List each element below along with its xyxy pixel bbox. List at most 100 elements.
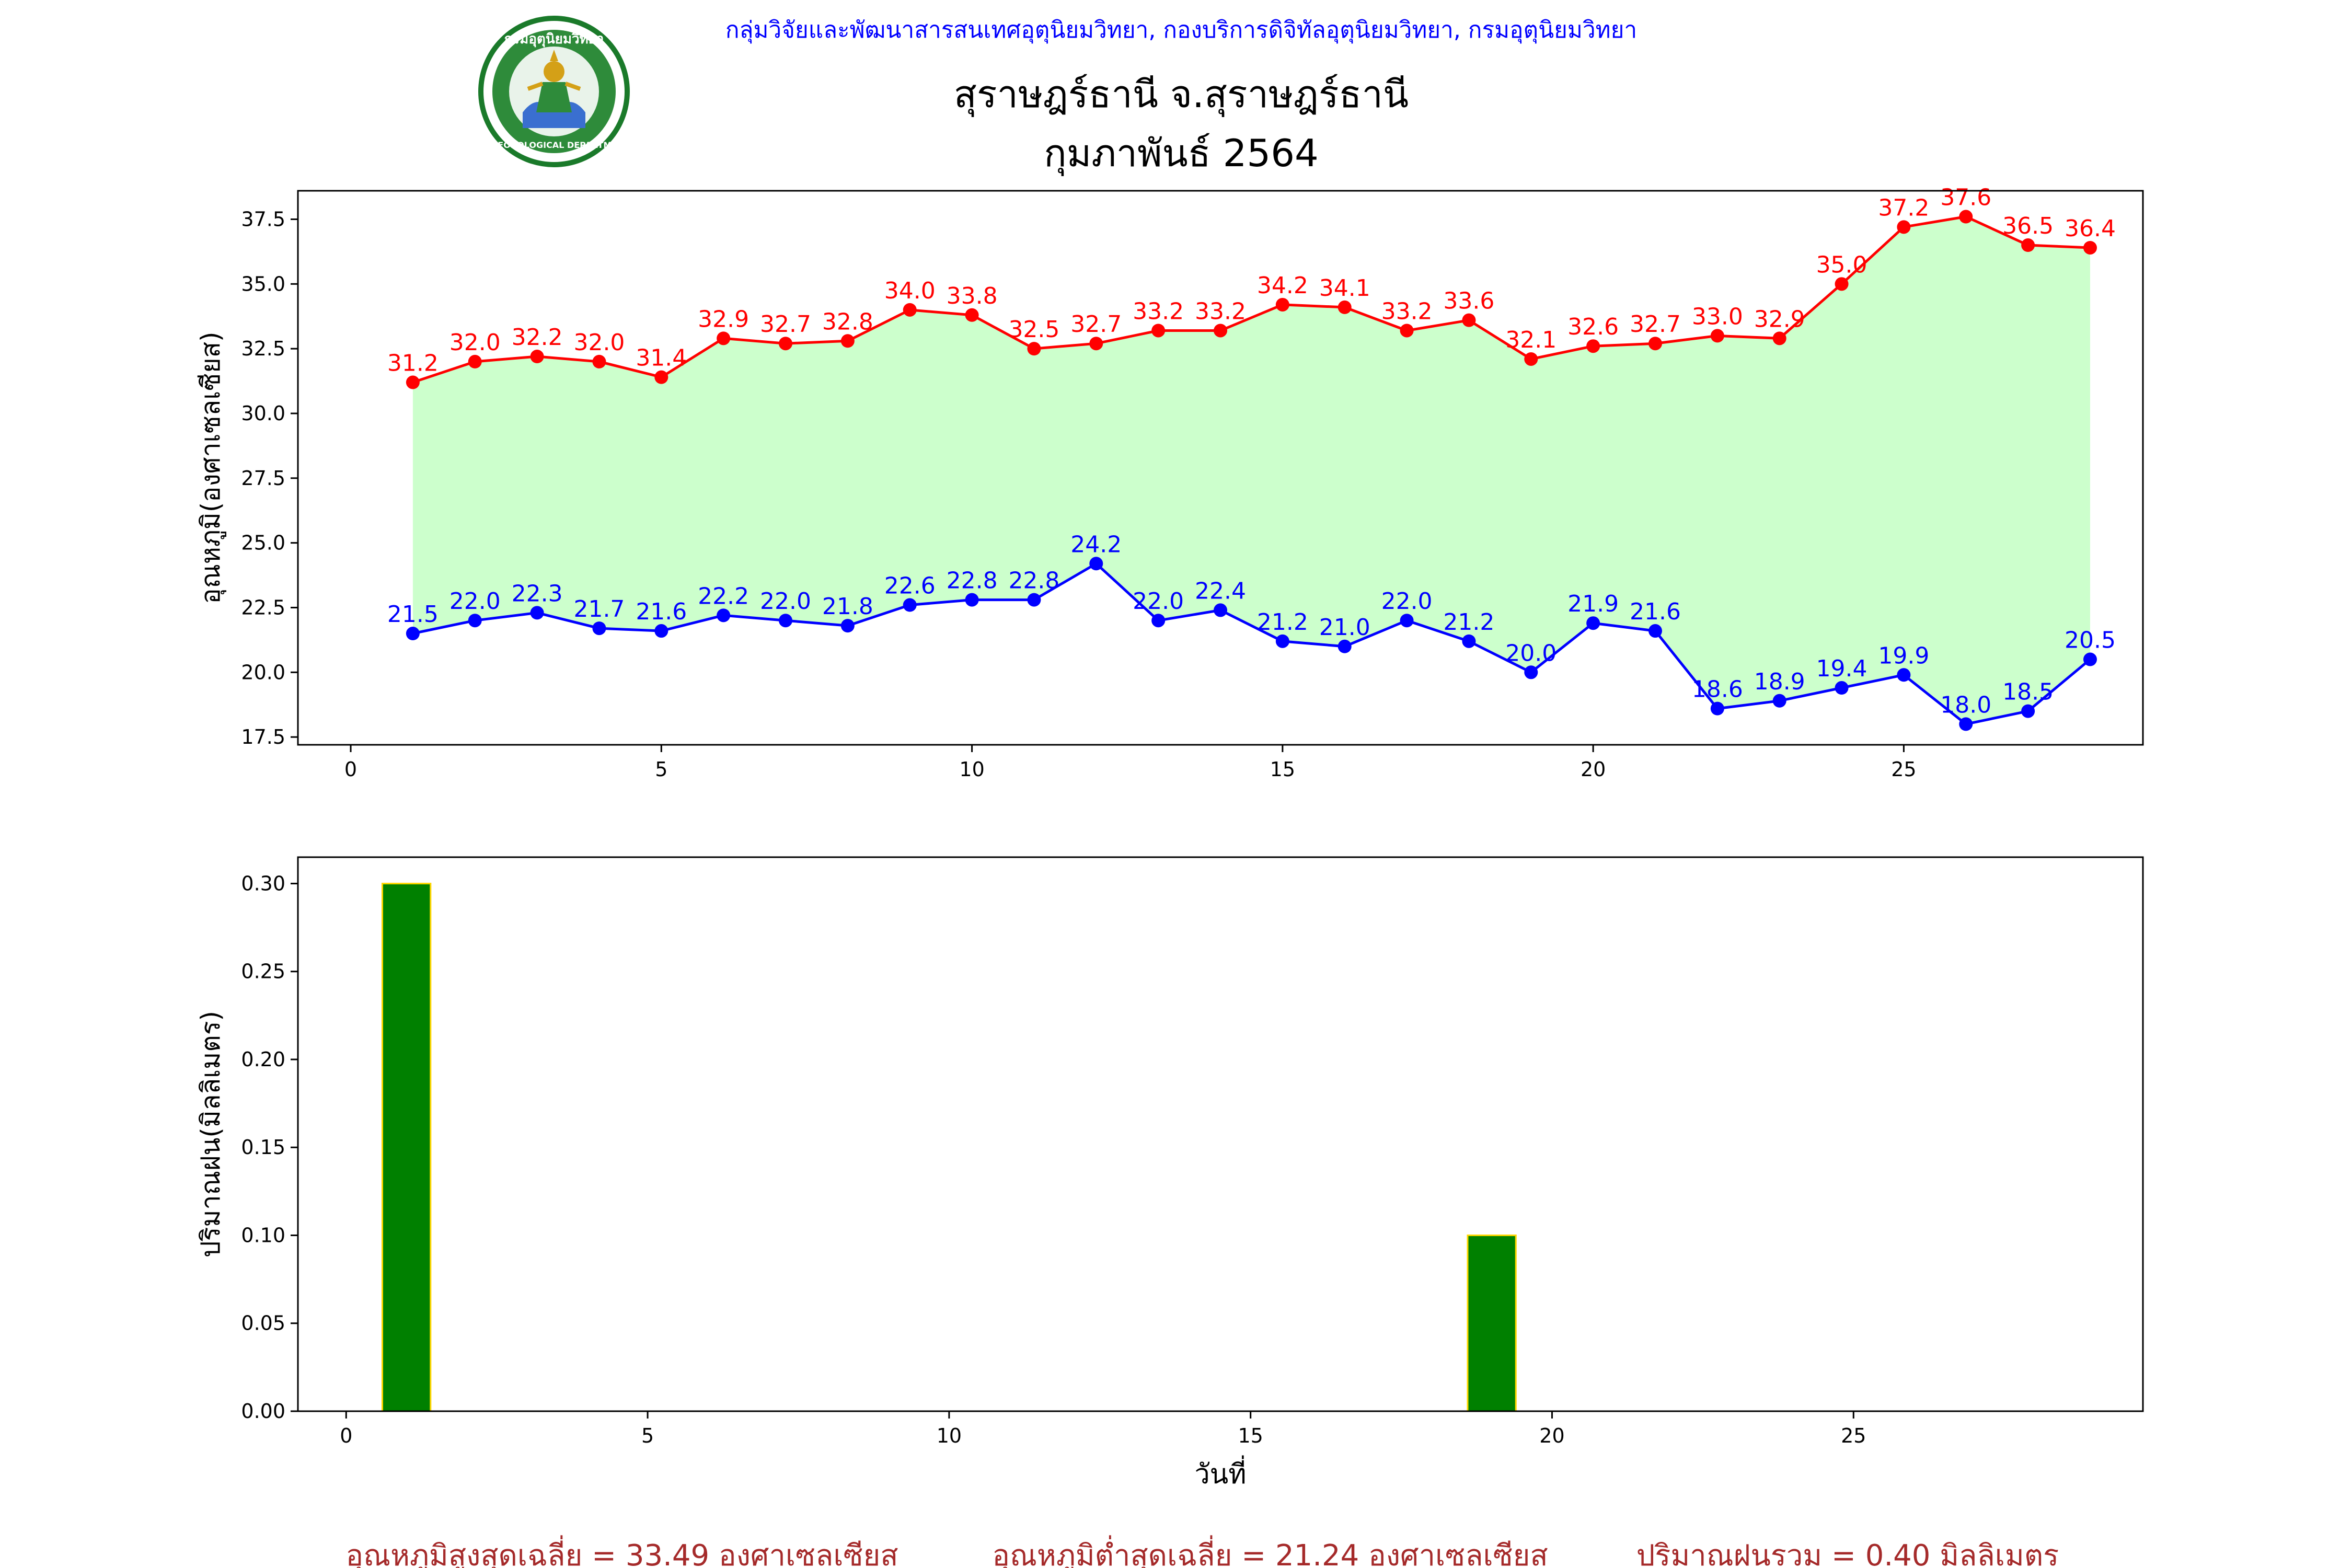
- rainfall-bar: [1467, 1234, 1517, 1412]
- rainfall-y-tick-label: 0.00: [241, 1400, 285, 1423]
- temperature-min-value-label: 21.2: [1257, 609, 1308, 636]
- temperature-max-point: [1772, 331, 1786, 345]
- temperature-max-value-label: 33.2: [1133, 298, 1184, 325]
- temperature-x-tick-label: 20: [1581, 758, 1606, 781]
- temperature-min-value-label: 22.3: [512, 580, 563, 607]
- temperature-x-tick-label: 25: [1891, 758, 1916, 781]
- rainfall-x-tick-label: 0: [340, 1424, 352, 1447]
- temperature-max-point: [717, 331, 731, 345]
- temperature-max-point: [2021, 238, 2035, 252]
- temperature-max-value-label: 33.2: [1195, 298, 1246, 325]
- temperature-max-point: [903, 303, 917, 317]
- temperature-min-value-label: 22.0: [1133, 588, 1184, 615]
- temperature-y-tick-label: 27.5: [241, 467, 285, 490]
- temperature-y-tick-label: 22.5: [241, 596, 285, 619]
- temperature-range-area: [412, 216, 2091, 724]
- temperature-max-value-label: 34.0: [884, 278, 936, 304]
- temperature-x-tick-label: 0: [344, 758, 357, 781]
- temperature-max-point: [2083, 240, 2097, 255]
- temperature-min-point: [1027, 593, 1041, 607]
- temperature-max-value-label: 34.2: [1257, 272, 1308, 299]
- rainfall-axes: 0 5 10 15 20 25 0.00 0.05 0.10 0.15 0.20 0.25 0.30: [241, 872, 1866, 1447]
- temperature-max-point: [592, 354, 606, 368]
- rainfall-y-tick-label: 0.30: [241, 872, 285, 895]
- temperature-min-point: [779, 614, 793, 628]
- temperature-max-point: [654, 370, 668, 384]
- temperature-min-point: [1400, 614, 1414, 628]
- temperature-min-value-label: 22.0: [760, 588, 811, 615]
- temperature-max-value-label: 32.7: [1070, 311, 1122, 338]
- temperature-max-point: [1400, 324, 1414, 338]
- rainfall-y-tick-label: 0.15: [241, 1136, 285, 1159]
- rainfall-x-tick-label: 10: [937, 1424, 962, 1447]
- temperature-min-point: [1275, 634, 1289, 648]
- temperature-y-tick-label: 17.5: [241, 725, 285, 748]
- rainfall-x-tick-label: 5: [641, 1424, 654, 1447]
- temperature-x-tick-label: 10: [959, 758, 984, 781]
- temperature-range-fill: [412, 216, 2091, 724]
- temperature-max-value-label: 32.8: [822, 308, 873, 335]
- temperature-min-point: [1772, 694, 1786, 708]
- temperature-max-point: [1214, 324, 1227, 338]
- temperature-lines: [412, 215, 2091, 726]
- temperature-x-tick-label: 15: [1270, 758, 1295, 781]
- temperature-max-value-label: 32.0: [449, 329, 501, 356]
- temperature-min-point: [654, 624, 668, 638]
- temperature-min-value-label: 21.6: [636, 598, 687, 625]
- temperature-min-point: [2083, 652, 2097, 666]
- temperature-max-point: [1089, 337, 1103, 351]
- temperature-max-value-label: 32.5: [1008, 316, 1059, 343]
- temperature-min-point: [1897, 668, 1911, 682]
- rainfall-x-tick-label: 20: [1539, 1424, 1564, 1447]
- temperature-x-tick-label: 5: [655, 758, 667, 781]
- temperature-min-point: [1214, 603, 1227, 617]
- temperature-max-value-label: 32.0: [573, 329, 625, 356]
- rainfall-plot-border: [297, 856, 2144, 1412]
- rainfall-y-tick-label: 0.10: [241, 1224, 285, 1247]
- temperature-max-point: [840, 334, 855, 348]
- temperature-points: [406, 210, 2097, 731]
- temperature-min-point: [1462, 634, 1476, 648]
- temperature-min-value-label: 21.0: [1319, 614, 1370, 641]
- temperature-min-point: [2021, 704, 2035, 718]
- temperature-plot-border: [297, 190, 2144, 746]
- temperature-max-value-label: 33.0: [1692, 303, 1743, 330]
- temperature-y-tick-label: 20.0: [241, 661, 285, 684]
- temperature-min-point: [1586, 616, 1600, 630]
- temperature-min-point: [592, 621, 606, 636]
- temperature-y-tick-label: 30.0: [241, 402, 285, 425]
- temperature-max-line: [412, 215, 2091, 384]
- temperature-max-point: [1524, 352, 1538, 366]
- temperature-max-point: [406, 375, 420, 389]
- temperature-max-point: [530, 350, 544, 364]
- temperature-max-value-label: 32.9: [698, 306, 749, 332]
- temperature-min-value-label: 18.5: [2002, 679, 2054, 706]
- temperature-y-tick-label: 37.5: [241, 207, 285, 230]
- summary-total-rain: ปริมาณฝนรวม = 0.40 มิลลิเมตร: [1636, 1539, 2059, 1568]
- temperature-max-point: [965, 308, 979, 322]
- agency-line: กลุ่มวิจัยและพัฒนาสารสนเทศอุตุนิยมวิทยา,…: [725, 17, 1637, 44]
- rainfall-bar: [382, 882, 432, 1412]
- temperature-min-value-label: 18.9: [1754, 668, 1805, 695]
- temperature-min-value-label: 18.0: [1940, 691, 1991, 718]
- temperature-min-value-label: 19.4: [1816, 655, 1867, 682]
- temperature-max-value-label: 33.2: [1381, 298, 1433, 325]
- temperature-max-point: [1586, 339, 1600, 353]
- temperature-min-point: [406, 627, 420, 641]
- temperature-min-value-label: 20.0: [1505, 640, 1557, 666]
- temperature-y-tick-label: 35.0: [241, 272, 285, 295]
- temperature-min-value-label: 21.6: [1630, 598, 1681, 625]
- temperature-max-value-label: 31.4: [636, 345, 687, 372]
- rainfall-chart: 0 5 10 15 20 25 0.00 0.05 0.10 0.15 0.20 0.25 0.30 ป…: [195, 856, 2144, 1490]
- temperature-max-point: [779, 337, 793, 351]
- temperature-min-point: [1151, 614, 1166, 628]
- temperature-min-value-label: 21.9: [1567, 591, 1619, 617]
- temperature-min-point: [530, 606, 544, 620]
- meteorological-department-logo: กรมอุตุนิยมวิทยา METEOROLOGICAL DEPARTME…: [478, 16, 630, 167]
- rainfall-y-tick-label: 0.05: [241, 1312, 285, 1335]
- temperature-min-line: [412, 562, 2091, 726]
- rainfall-y-tick-label: 0.20: [241, 1048, 285, 1071]
- temperature-max-point: [1151, 324, 1166, 338]
- rainfall-plot-frame: [298, 857, 2143, 1411]
- temperature-chart: 0 5 10 15 20 25 17.5 20.0 22.5 25.0 27.5 30.0 32.5 35…: [195, 185, 2144, 781]
